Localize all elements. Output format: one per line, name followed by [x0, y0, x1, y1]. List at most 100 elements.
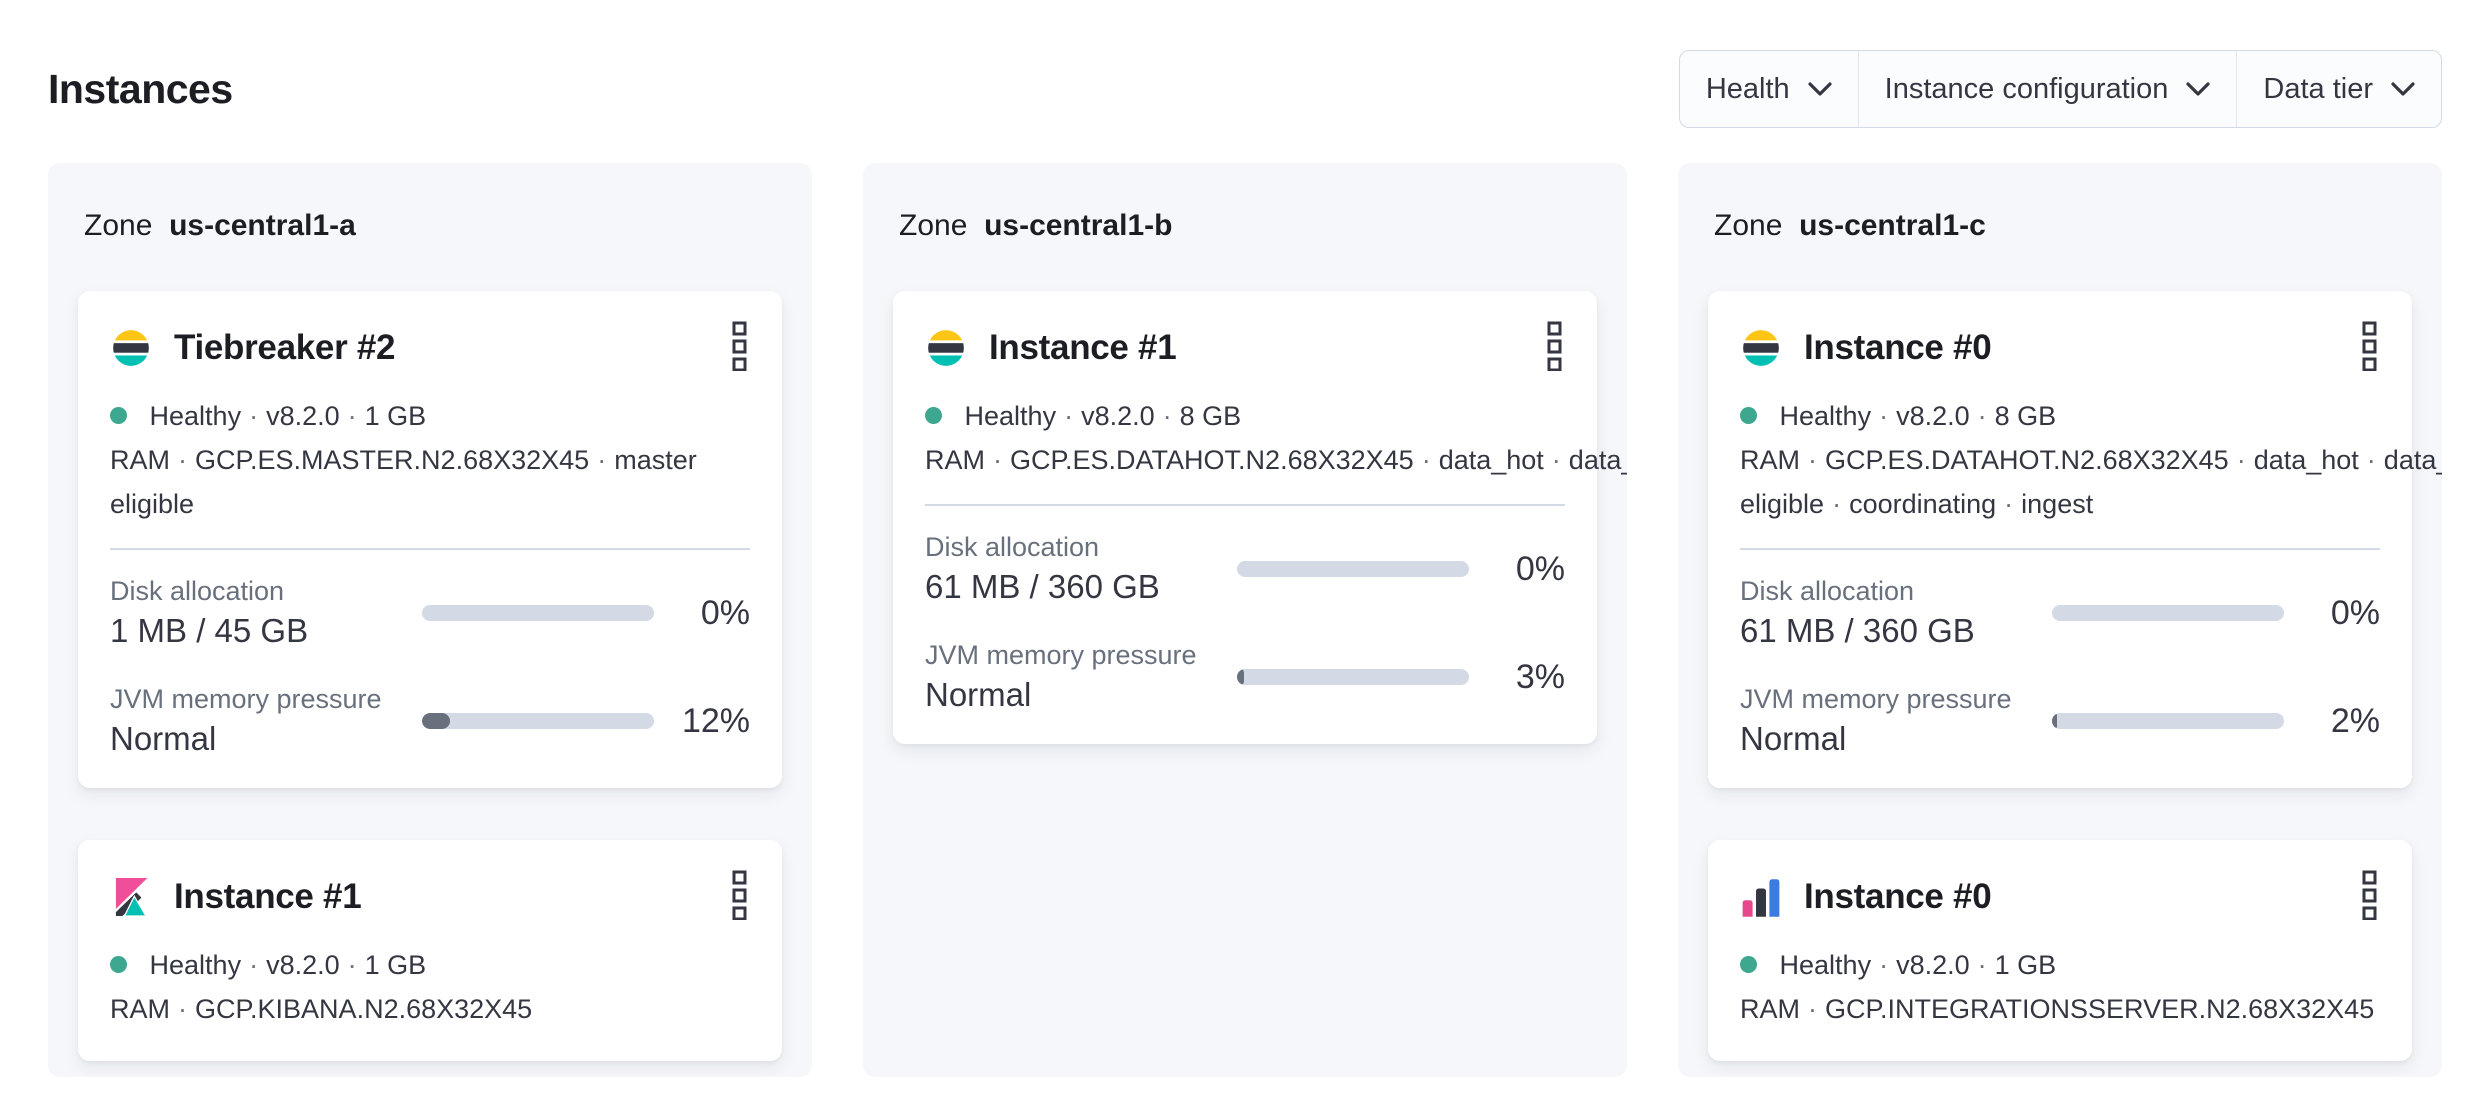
progress-bar [2052, 713, 2284, 729]
status-segment: 8 GB RAM [925, 401, 1242, 475]
dot-separator: · [347, 950, 357, 980]
divider [1740, 548, 2380, 550]
status-segment: master eligible [110, 445, 697, 519]
instance-menu-button[interactable] [729, 870, 750, 923]
zone-card-list: Instance #1 Healthy · v8.2.0 · 8 GB RAM · GCP.… [893, 291, 1627, 744]
status-segment: 1 GB RAM [1740, 950, 2057, 1024]
instance-card: Tiebreaker #2 Healthy · v8.2.0 · 1 GB RAM · GC… [78, 291, 782, 788]
dot-separator: · [1551, 445, 1561, 475]
filter-button-instance-configuration[interactable]: Instance configuration [1857, 51, 2237, 127]
instance-status: Healthy · v8.2.0 · 1 GB RAM · GCP.KIBANA.N2.68… [110, 943, 750, 1031]
metric-value: 1 MB / 45 GB [110, 612, 309, 649]
dot-separator: · [178, 445, 187, 475]
metric-label: Disk allocation [110, 576, 285, 606]
status-segment: Healthy [149, 401, 242, 431]
status-segment: data_content [2383, 445, 2442, 475]
zone-label: Zone [899, 209, 976, 242]
instance-title: Instance #1 [174, 876, 362, 916]
instance-metrics: Disk allocation 61 MB / 360 GB 0% JVM me… [925, 532, 1565, 714]
dot-separator: · [1977, 950, 1987, 980]
dot-separator: · [249, 401, 259, 431]
metric-label: Disk allocation [925, 532, 1100, 562]
instance-menu-button[interactable] [2359, 870, 2380, 923]
elasticsearch-logo [1740, 327, 1782, 369]
zone-header: Zone us-central1-c [1708, 207, 2412, 245]
status-segment: 1 GB RAM [110, 950, 427, 1024]
status-segment: Healthy [1779, 950, 1872, 980]
dot-separator: · [249, 950, 259, 980]
filter-button-data-tier[interactable]: Data tier [2236, 51, 2441, 127]
boxes-vertical-icon [732, 321, 747, 372]
metric-label: JVM memory pressure [110, 684, 382, 714]
chevron-down-icon [2186, 81, 2210, 96]
metric-percent: 3% [1515, 657, 1565, 696]
metric-label: Disk allocation [1740, 576, 1915, 606]
dot-separator: · [1162, 401, 1172, 431]
filter-button-label: Data tier [2263, 72, 2373, 105]
status-segment: 1 GB RAM [110, 401, 427, 475]
boxes-vertical-icon [2362, 321, 2377, 372]
progress-bar [422, 605, 654, 621]
metric-row: JVM memory pressure Normal 2% [1740, 684, 2380, 758]
instance-card: Instance #0 Healthy · v8.2.0 · 1 GB RAM · GCP.… [1708, 840, 2412, 1061]
dot-separator: · [347, 401, 357, 431]
metric-percent: 0% [2330, 593, 2380, 632]
elasticsearch-logo [925, 327, 967, 369]
instance-metrics: Disk allocation 61 MB / 360 GB 0% JVM me… [1740, 576, 2380, 758]
dot-separator: · [1421, 445, 1431, 475]
status-segment: GCP.KIBANA.N2.68X32X45 [195, 994, 533, 1024]
progress-bar-fill [2052, 713, 2057, 729]
dot-separator: · [1832, 489, 1842, 519]
progress-bar [2052, 605, 2284, 621]
metric-row: Disk allocation 1 MB / 45 GB 0% [110, 576, 750, 650]
dot-separator: · [1808, 994, 1817, 1024]
zone-label: Zone [1714, 209, 1791, 242]
dot-separator: · [993, 445, 1002, 475]
filter-button-health[interactable]: Health [1680, 51, 1858, 127]
metric-row: JVM memory pressure Normal 3% [925, 640, 1565, 714]
status-segment: v8.2.0 [1081, 401, 1155, 431]
divider [110, 548, 750, 550]
zone-panel-us-central1-a: Zone us-central1-a Tiebreaker #2 Healthy… [48, 163, 812, 1077]
page-header: Instances Health Instance configuration … [48, 50, 2442, 128]
dot-separator: · [1879, 950, 1889, 980]
status-segment: master eligible [1740, 489, 1825, 519]
filter-button-label: Instance configuration [1884, 72, 2169, 105]
zone-label: Zone [84, 209, 161, 242]
metric-value: Normal [110, 720, 217, 757]
instance-card: Instance #1 Healthy · v8.2.0 · 8 GB RAM · GCP.… [893, 291, 1627, 744]
status-segment: v8.2.0 [266, 401, 340, 431]
instance-title: Tiebreaker #2 [174, 327, 396, 367]
progress-bar-fill [1237, 669, 1244, 685]
status-segment: data_hot [1438, 445, 1544, 475]
instance-menu-button[interactable] [729, 321, 750, 374]
status-segment: GCP.ES.DATAHOT.N2.68X32X45 [1010, 445, 1414, 475]
instance-title: Instance #1 [989, 327, 1177, 367]
zone-header: Zone us-central1-a [78, 207, 782, 245]
kibana-logo [110, 876, 152, 918]
instances-page: Instances Health Instance configuration … [0, 50, 2490, 1077]
healthy-dot-icon [925, 407, 942, 424]
healthy-dot-icon [110, 407, 127, 424]
progress-bar [1237, 561, 1469, 577]
status-segment: data_hot [2253, 445, 2359, 475]
instance-status: Healthy · v8.2.0 · 8 GB RAM · GCP.ES.DATAHOT.N… [925, 394, 1627, 482]
dot-separator: · [597, 445, 607, 475]
dot-separator: · [1064, 401, 1074, 431]
instance-status: Healthy · v8.2.0 · 1 GB RAM · GCP.ES.MASTER.N2… [110, 394, 750, 526]
metric-percent: 12% [681, 701, 750, 740]
healthy-dot-icon [110, 956, 127, 973]
metric-row: Disk allocation 61 MB / 360 GB 0% [1740, 576, 2380, 650]
zone-name: us-central1-a [169, 209, 356, 242]
page-title: Instances [48, 65, 233, 112]
status-segment: coordinating [1849, 489, 1997, 519]
instance-metrics: Disk allocation 1 MB / 45 GB 0% JVM memo… [110, 576, 750, 758]
instance-menu-button[interactable] [2359, 321, 2380, 374]
instance-menu-button[interactable] [1544, 321, 1565, 374]
metric-row: JVM memory pressure Normal 12% [110, 684, 750, 758]
integrations-server-logo [1740, 876, 1782, 918]
dot-separator: · [2004, 489, 2014, 519]
zone-name: us-central1-c [1799, 209, 1986, 242]
instance-card-header: Tiebreaker #2 [110, 321, 750, 374]
instance-status: Healthy · v8.2.0 · 1 GB RAM · GCP.INTEGRATIONS… [1740, 943, 2380, 1031]
